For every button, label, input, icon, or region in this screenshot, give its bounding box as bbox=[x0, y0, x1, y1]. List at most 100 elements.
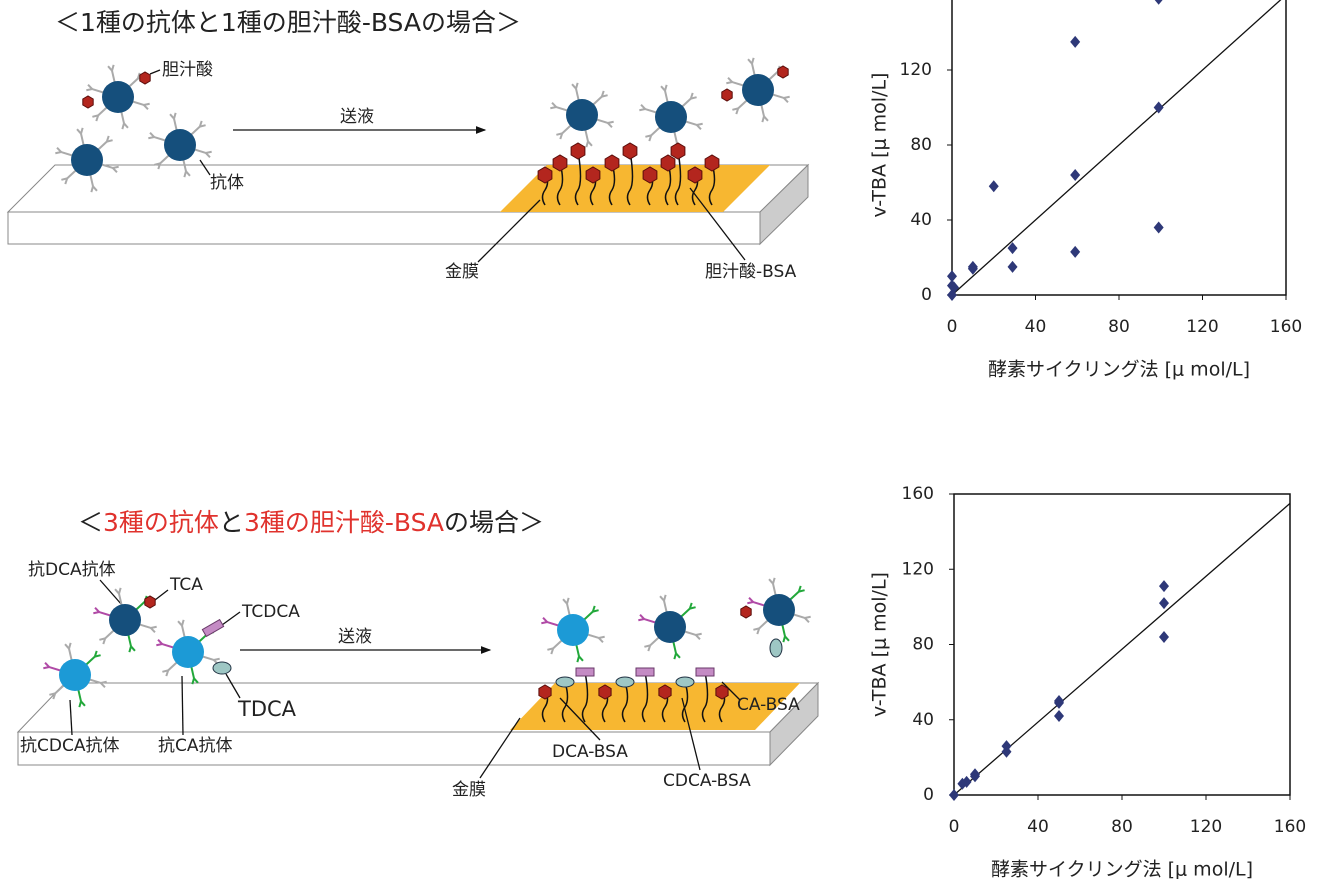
label: 送液 bbox=[338, 627, 372, 647]
x-tick-label: 160 bbox=[1270, 317, 1302, 337]
bile-acid bbox=[539, 685, 551, 699]
leader bbox=[150, 70, 160, 74]
x-tick-label: 40 bbox=[1027, 817, 1049, 837]
label: 胆汁酸-BSA bbox=[705, 262, 797, 282]
y-tick-label: 160 bbox=[902, 484, 934, 504]
bile-acid bbox=[553, 155, 567, 171]
data-point bbox=[1159, 597, 1169, 609]
antibody-bead bbox=[71, 144, 103, 176]
antibody-arm bbox=[144, 104, 150, 105]
x-axis-title: 酵素サイクリング法 [μ mol/L] bbox=[988, 359, 1250, 381]
antibody-arm bbox=[550, 107, 556, 108]
x-tick-label: 80 bbox=[1111, 817, 1133, 837]
label: 金膜 bbox=[445, 262, 479, 282]
bile-acid bbox=[213, 662, 231, 674]
data-point bbox=[989, 180, 999, 192]
antibody-arm bbox=[115, 589, 119, 593]
data-point bbox=[970, 768, 980, 780]
y-tick-label: 40 bbox=[910, 210, 932, 230]
antibody-arm bbox=[748, 59, 752, 63]
bile-acid bbox=[616, 677, 634, 687]
y-tick-label: 40 bbox=[912, 710, 934, 730]
antibody-arm bbox=[805, 617, 811, 618]
antibody-arm bbox=[696, 634, 702, 635]
antibody-arm bbox=[206, 152, 212, 153]
bile-acid bbox=[83, 96, 93, 108]
antibody-arm bbox=[148, 137, 154, 138]
title-part: ＜ bbox=[78, 508, 103, 537]
antibody-bead bbox=[763, 594, 795, 626]
bile-acid bbox=[623, 143, 637, 159]
bile-acid bbox=[643, 167, 657, 183]
bile-acid bbox=[722, 89, 732, 101]
antibody-arm bbox=[764, 116, 768, 120]
label: 抗CDCA抗体 bbox=[20, 736, 119, 756]
data-point bbox=[1054, 710, 1064, 722]
figure: ＜1種の抗体と1種の胆汁酸-BSAの場合＞ 送液 胆汁酸 抗体 金膜 胆汁酸-B… bbox=[0, 0, 1317, 879]
antibody-arm bbox=[697, 124, 703, 125]
bile-acid bbox=[576, 668, 594, 676]
antibody-arm bbox=[194, 678, 198, 682]
antibody-arm bbox=[77, 129, 81, 133]
bile-acid bbox=[688, 167, 702, 183]
chip-front bbox=[8, 212, 760, 244]
bile-acid bbox=[716, 685, 728, 699]
antibody-arm bbox=[784, 97, 790, 98]
diagram-title: ＜1種の抗体と1種の胆汁酸-BSAの場合＞ bbox=[55, 8, 521, 37]
antibody-arm bbox=[156, 644, 162, 645]
x-tick-label: 40 bbox=[1025, 317, 1047, 337]
antibody-arm bbox=[93, 612, 99, 613]
diagram-title: ＜3種の抗体と3種の胆汁酸-BSAの場合＞ bbox=[78, 508, 544, 537]
label: 抗CA抗体 bbox=[158, 736, 233, 756]
title-part: の場合＞ bbox=[444, 508, 544, 537]
label: 抗体 bbox=[210, 173, 244, 193]
fit-line bbox=[952, 0, 1286, 295]
antibody-bead bbox=[742, 74, 774, 106]
bile-acid bbox=[659, 685, 671, 699]
label: TDCA bbox=[237, 697, 297, 721]
y-tick-label: 0 bbox=[923, 785, 934, 805]
bile-acid bbox=[676, 677, 694, 687]
antibody-arm bbox=[676, 653, 680, 657]
bile-acid bbox=[661, 155, 675, 171]
antibody-arm bbox=[170, 114, 174, 118]
bile-acid bbox=[145, 596, 155, 608]
data-point bbox=[1159, 631, 1169, 643]
antibody-arm bbox=[65, 644, 69, 648]
antibody-arm bbox=[661, 86, 665, 90]
data-point bbox=[1159, 580, 1169, 592]
antibody-arm bbox=[579, 656, 583, 660]
bile-acid bbox=[636, 668, 654, 676]
bile-acid bbox=[705, 155, 719, 171]
label: 胆汁酸 bbox=[162, 60, 213, 80]
label: TCDCA bbox=[241, 602, 300, 622]
y-axis-title: v-TBA [μ mol/L] bbox=[869, 572, 891, 717]
antibody-arm bbox=[599, 637, 605, 638]
antibody-arm bbox=[588, 141, 592, 145]
antibody-bead bbox=[655, 101, 687, 133]
antibody-arm bbox=[214, 659, 220, 660]
data-point bbox=[1154, 222, 1164, 234]
x-tick-label: 0 bbox=[947, 317, 958, 337]
antibody-arm bbox=[541, 622, 547, 623]
diagram-top: ＜1種の抗体と1種の胆汁酸-BSAの場合＞ 送液 胆汁酸 抗体 金膜 胆汁酸-B… bbox=[8, 8, 808, 282]
diagram-bottom: ＜3種の抗体と3種の胆汁酸-BSAの場合＞ 送液 抗DCA抗体 TCA TCDC… bbox=[18, 508, 818, 800]
antibody-arm bbox=[86, 89, 92, 90]
data-point bbox=[1070, 169, 1080, 181]
antibody-arm bbox=[769, 579, 773, 583]
antibody-bead bbox=[59, 659, 91, 691]
bile-acid bbox=[571, 143, 585, 159]
antibody-arm bbox=[726, 82, 732, 83]
y-tick-label: 0 bbox=[921, 285, 932, 305]
antibody-arm bbox=[660, 596, 664, 600]
x-tick-label: 120 bbox=[1186, 317, 1218, 337]
label: CDCA-BSA bbox=[663, 771, 751, 791]
antibody-arm bbox=[785, 636, 789, 640]
x-tick-label: 0 bbox=[949, 817, 960, 837]
y-tick-label: 160 bbox=[900, 0, 932, 5]
antibody-arm bbox=[638, 619, 644, 620]
label: TCA bbox=[169, 575, 203, 595]
antibody-bead bbox=[566, 99, 598, 131]
data-point bbox=[1154, 0, 1164, 5]
label: 金膜 bbox=[452, 780, 486, 800]
